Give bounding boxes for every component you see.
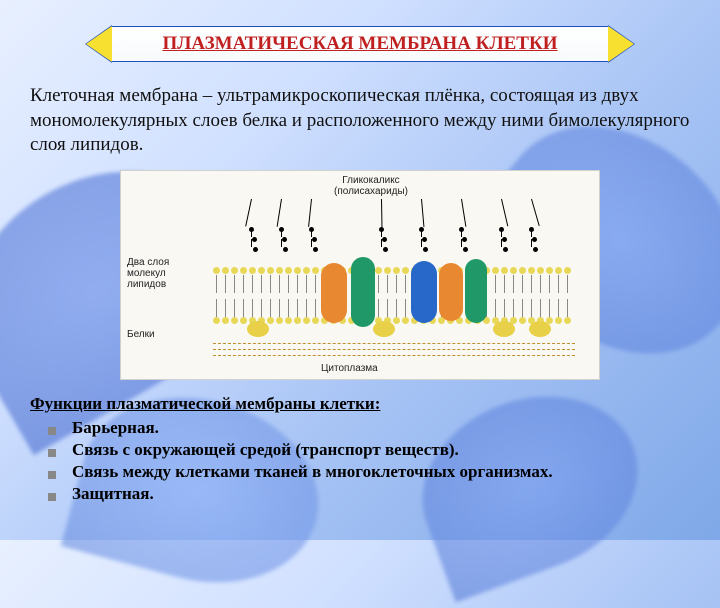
label-cytoplasm: Цитоплазма [321,363,378,374]
protein-orange-icon [439,263,463,321]
protein-orange-icon [321,263,347,323]
list-item: Связь с окружающей средой (транспорт вещ… [48,440,690,460]
label-proteins: Белки [127,329,155,340]
bullet-icon [48,449,56,457]
protein-teal-icon [351,257,375,327]
protein-blue-icon [411,261,437,323]
protein-surface-icon [493,321,515,337]
bullet-icon [48,493,56,501]
definition-text: Клеточная мембрана – ультрамикроскопичес… [30,84,690,158]
label-glycocalyx: Гликокаликс (полисахариды) [311,175,431,197]
lipid-bilayer [213,267,575,325]
list-item: Барьерная. [48,418,690,438]
list-item: Связь между клетками тканей в многоклето… [48,462,690,482]
list-item: Защитная. [48,484,690,504]
membrane-diagram: Гликокаликс (полисахариды) Два слоя моле… [120,170,600,380]
bullet-icon [48,471,56,479]
title-banner: ПЛАЗМАТИЧЕСКАЯ МЕМБРАНА КЛЕТКИ [80,20,640,68]
protein-surface-icon [529,321,551,337]
bullet-icon [48,427,56,435]
functions-block: Функции плазматической мембраны клетки: … [30,394,690,504]
protein-surface-icon [247,321,269,337]
slide-content: ПЛАЗМАТИЧЕСКАЯ МЕМБРАНА КЛЕТКИ Клеточная… [0,0,720,518]
protein-surface-icon [373,321,395,337]
label-lipids: Два слоя молекул липидов [127,257,207,290]
functions-heading: Функции плазматической мембраны клетки: [30,394,690,414]
page-title: ПЛАЗМАТИЧЕСКАЯ МЕМБРАНА КЛЕТКИ [162,33,557,55]
protein-teal-icon [465,259,487,323]
